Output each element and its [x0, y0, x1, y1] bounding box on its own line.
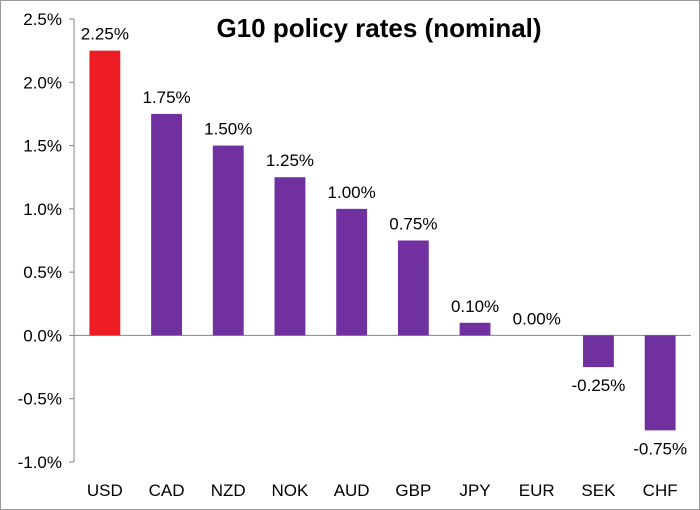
y-tick-label: 1.5%	[23, 137, 62, 156]
data-label-cad: 1.75%	[142, 88, 190, 107]
data-label-aud: 1.00%	[328, 183, 376, 202]
x-tick-label-cad: CAD	[149, 481, 185, 500]
x-tick-label-sek: SEK	[581, 481, 616, 500]
x-tick-label-jpy: JPY	[459, 481, 490, 500]
x-axis: USD CAD NZD NOK AUD GBP JPY EUR SEK CHF	[74, 334, 691, 500]
x-tick-label-nzd: NZD	[211, 481, 246, 500]
data-label-gbp: 0.75%	[389, 215, 437, 234]
y-tick-label: 0.5%	[23, 263, 62, 282]
bar-nzd	[212, 145, 244, 336]
bar-usd	[89, 50, 121, 336]
y-axis: 2.5% 2.0% 1.5% 1.0% 0.5% 0.0% -0.5% -1.0%	[18, 10, 75, 472]
data-label-usd: 2.25%	[81, 25, 129, 44]
bars	[89, 50, 676, 431]
y-tick-label: -1.0%	[18, 453, 62, 472]
data-label-nzd: 1.50%	[204, 120, 252, 139]
y-tick-label: 0.0%	[23, 326, 62, 345]
x-tick-label-eur: EUR	[519, 481, 555, 500]
y-tick-label: -0.5%	[18, 390, 62, 409]
bar-sek	[583, 335, 614, 368]
x-tick-label-usd: USD	[87, 481, 123, 500]
bar-gbp	[397, 240, 429, 336]
y-tick-label: 2.5%	[23, 10, 62, 29]
y-tick-label: 1.0%	[23, 200, 62, 219]
data-labels: 2.25% 1.75% 1.50% 1.25% 1.00% 0.75% 0.10% 0.00%…	[81, 25, 687, 459]
bar-chf	[644, 335, 676, 431]
x-tick-label-nok: NOK	[272, 481, 310, 500]
data-label-jpy: 0.10%	[451, 297, 499, 316]
y-tick-label: 2.0%	[23, 73, 62, 92]
x-tick-label-aud: AUD	[334, 481, 370, 500]
bar-cad	[151, 113, 182, 336]
data-label-chf: -0.75%	[633, 439, 687, 458]
x-tick-label-gbp: GBP	[395, 481, 431, 500]
bar-jpy	[459, 322, 491, 336]
data-label-sek: -0.25%	[572, 376, 626, 395]
data-label-eur: 0.00%	[513, 309, 561, 328]
x-tick-label-chf: CHF	[643, 481, 678, 500]
bar-aud	[336, 208, 368, 336]
data-label-nok: 1.25%	[266, 151, 314, 170]
bar-nok	[274, 177, 306, 336]
chart-title: G10 policy rates (nominal)	[216, 13, 541, 43]
